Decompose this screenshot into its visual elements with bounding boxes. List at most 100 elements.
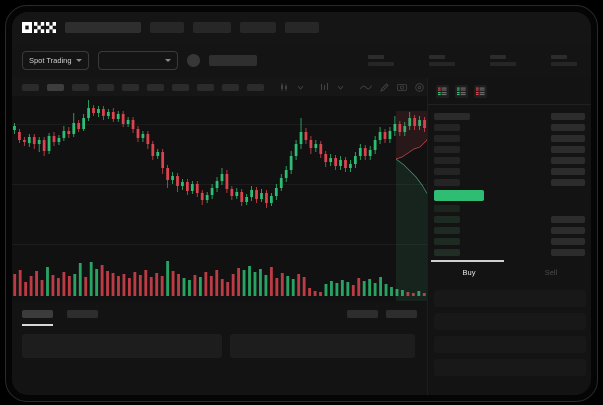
nav-item-1[interactable] [150,22,184,33]
interval-buttons [22,83,264,91]
candlestick-icon[interactable] [280,83,289,91]
instrument-bar: Spot Trading [12,43,591,78]
tab-buy[interactable]: Buy [462,267,476,277]
orderbook-row[interactable] [434,122,585,133]
orderbook-row[interactable] [434,247,585,258]
indicator-icon[interactable] [320,83,329,91]
interval-button-9[interactable] [247,83,264,91]
order-form [434,290,586,382]
chart-gridline [12,184,427,185]
tab-sell[interactable]: Sell [544,267,558,277]
camera-icon[interactable] [397,83,407,91]
price-chart[interactable] [12,96,442,302]
ticker-stat-label [368,55,384,59]
orderbook-row-size [551,179,585,186]
active-side-indicator [431,260,504,262]
ticker-stat [490,55,516,66]
tab-order-history[interactable] [67,310,98,318]
interval-button-4[interactable] [122,83,139,91]
orderbook-row-price [434,205,460,212]
market-type-selector[interactable]: Spot Trading [22,51,89,70]
candlestick-series [13,100,426,208]
bottom-action-2[interactable] [386,310,417,318]
ticker-stat-value [490,62,516,66]
chevron-down-icon [75,59,82,62]
orderbook-row[interactable] [434,155,585,166]
pair-coin-icon [186,54,200,67]
interval-button-3[interactable] [97,83,114,91]
orderbook-bids[interactable] [428,203,591,258]
chevron-down-icon[interactable] [337,85,344,90]
orderbook-row[interactable] [434,214,585,225]
bottom-panel [12,302,427,395]
orderbook-mode-both[interactable] [436,85,449,98]
ticker-stat-label [551,55,567,59]
orderbook-row-price [434,124,460,131]
ticker-stat-label [490,55,506,59]
market-type-label: Spot Trading [29,56,72,65]
interval-button-0[interactable] [22,83,39,91]
orderbook-row-price [434,146,460,153]
ticker-stat-value [368,62,394,66]
orderbook-row-price [434,168,460,175]
bottom-card-primary[interactable] [22,334,222,358]
orderbook-row-size [551,216,585,223]
bottom-action-1[interactable] [347,310,378,318]
settings-icon[interactable] [415,82,424,92]
orderbook-mode-bids[interactable] [455,85,468,98]
buy-sell-tabs: Buy Sell [428,260,591,283]
nav-item-2[interactable] [193,22,231,33]
order-extra-field[interactable] [434,359,586,376]
interval-button-5[interactable] [147,83,164,91]
app-screen: Spot Trading [12,12,591,395]
interval-button-8[interactable] [222,83,239,91]
orderbook-row[interactable] [434,177,585,188]
bottom-actions [347,310,417,318]
orderbook-mode-asks[interactable] [474,85,487,98]
nav-search-placeholder[interactable] [65,22,141,33]
ticker-stat [551,55,577,66]
trading-pair-selector[interactable] [97,51,178,70]
orderbook-row-size [551,124,585,131]
orderbook-row[interactable] [434,166,585,177]
orderbook-row-price [434,238,460,245]
orderbook-row[interactable] [434,111,585,122]
orderbook-last-price [428,190,591,201]
orderbook-row-size [551,113,585,120]
orderbook-row-price [434,157,460,164]
interval-button-1[interactable] [47,83,64,91]
interval-button-7[interactable] [197,83,214,91]
orderbook-row-price [434,135,460,142]
orderbook-asks[interactable] [428,111,591,188]
top-navigation-bar [12,12,591,43]
order-total-field[interactable] [434,336,586,353]
bottom-card-secondary[interactable] [230,334,415,358]
orderbook-row-size [551,168,585,175]
orderbook-row[interactable] [434,144,585,155]
nav-item-4[interactable] [285,22,319,33]
orderbook-row-size [551,135,585,142]
orderbook-row[interactable] [434,236,585,247]
okx-logo[interactable] [22,22,56,33]
order-amount-field[interactable] [434,313,586,330]
pencil-icon[interactable] [380,82,389,92]
interval-button-2[interactable] [72,83,89,91]
chevron-down-icon[interactable] [297,85,304,90]
orderbook-row[interactable] [434,133,585,144]
chart-gridline [12,124,427,125]
orderbook-row-size [551,157,585,164]
interval-button-6[interactable] [172,83,189,91]
chart-gridline [12,244,427,245]
nav-item-3[interactable] [240,22,276,33]
last-price-pill [434,190,484,201]
orderbook-row-price [434,113,470,120]
orderbook-header-divider [428,104,591,105]
order-price-field[interactable] [434,290,586,307]
orderbook-row[interactable] [434,203,585,214]
bottom-cards [22,334,421,358]
orderbook-row-price [434,249,460,256]
orderbook-row[interactable] [434,225,585,236]
wave-icon[interactable] [360,84,372,91]
tab-open-orders[interactable] [22,310,53,318]
